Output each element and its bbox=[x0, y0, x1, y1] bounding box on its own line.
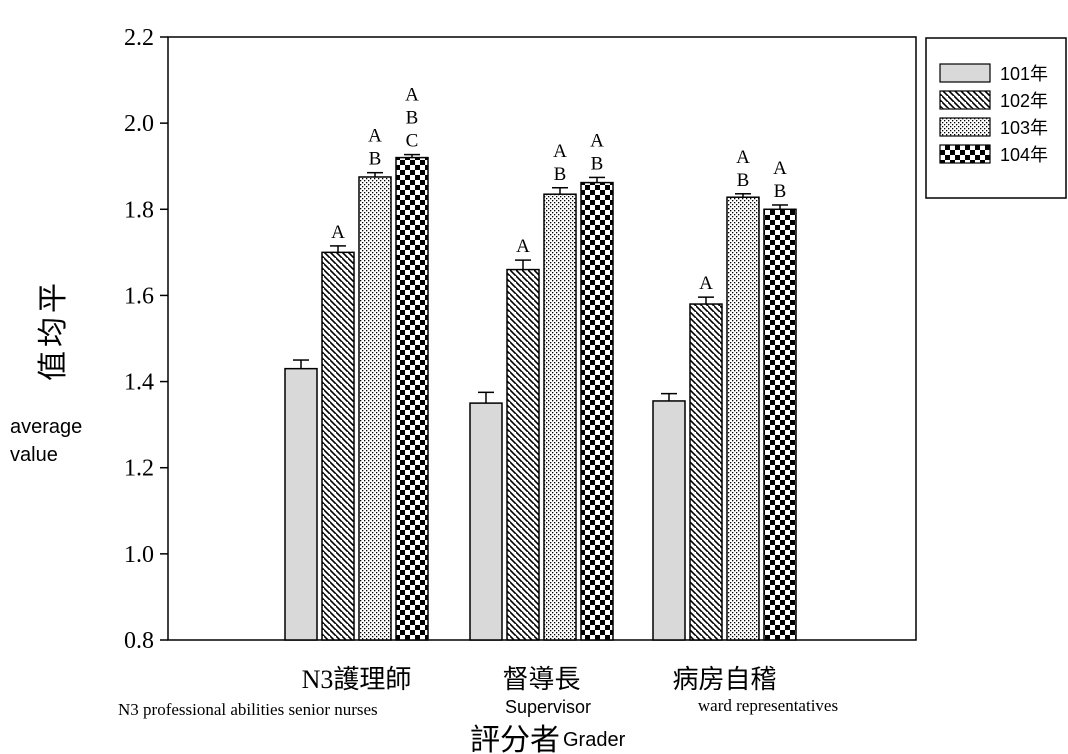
bar bbox=[652, 400, 686, 641]
y-tick-label: 2.0 bbox=[124, 111, 154, 137]
legend-swatch bbox=[939, 63, 991, 83]
significance-letter: B bbox=[554, 164, 567, 185]
y-axis-label-en-line1: average bbox=[10, 416, 82, 438]
x-tick-note: ward representatives bbox=[698, 696, 838, 715]
x-tick-label: 督導長 bbox=[502, 665, 580, 694]
significance-letter: A bbox=[405, 85, 419, 106]
bar bbox=[321, 251, 355, 641]
y-tick-label: 1.0 bbox=[124, 542, 154, 568]
bar bbox=[395, 156, 429, 641]
bar bbox=[726, 196, 760, 641]
y-tick-label: 0.8 bbox=[124, 628, 154, 654]
significance-letter: A bbox=[736, 147, 750, 168]
bar bbox=[763, 208, 797, 641]
significance-letter: B bbox=[406, 108, 419, 129]
legend-label: 101年 bbox=[1000, 64, 1048, 84]
bar bbox=[543, 193, 577, 641]
y-tick-label: 1.4 bbox=[124, 370, 154, 396]
legend-swatch bbox=[939, 90, 991, 110]
significance-letter: A bbox=[773, 158, 787, 179]
significance-letter: A bbox=[331, 222, 345, 243]
y-axis-label-en-line2: value bbox=[10, 444, 58, 466]
significance-letter: A bbox=[553, 141, 567, 162]
y-tick-label: 1.6 bbox=[124, 283, 154, 309]
significance-letter: A bbox=[368, 126, 382, 147]
bar bbox=[506, 268, 540, 641]
significance-letter: B bbox=[591, 153, 604, 174]
x-axis-label-en: Grader bbox=[563, 729, 626, 751]
significance-letter: A bbox=[516, 236, 530, 257]
y-tick-label: 1.2 bbox=[124, 456, 154, 482]
y-tick-label: 2.2 bbox=[124, 25, 154, 51]
significance-letter: A bbox=[590, 130, 604, 151]
legend-label: 104年 bbox=[1000, 145, 1048, 165]
legend-label: 103年 bbox=[1000, 118, 1048, 138]
bar bbox=[580, 181, 614, 641]
bar bbox=[689, 303, 723, 641]
legend-label: 102年 bbox=[1000, 91, 1048, 111]
significance-letter: C bbox=[406, 131, 419, 152]
legend: 101年 102年 103年 104年 bbox=[925, 37, 1067, 199]
y-axis-label: 平均值 bbox=[37, 283, 70, 381]
bar bbox=[284, 367, 318, 641]
x-axis-label: 評分者 bbox=[470, 724, 560, 754]
plot-frame bbox=[167, 36, 917, 641]
x-tick-label: N3護理師 bbox=[302, 665, 412, 694]
legend-swatch bbox=[939, 144, 991, 164]
x-tick-label: 病房自稽 bbox=[672, 665, 776, 694]
significance-letter: B bbox=[369, 149, 382, 170]
significance-letter: B bbox=[737, 170, 750, 191]
x-tick-note: N3 professional abilities senior nurses bbox=[118, 700, 378, 719]
significance-letter: A bbox=[699, 273, 713, 294]
svg-text:平均值: 平均值 bbox=[37, 283, 70, 381]
legend-swatch bbox=[939, 117, 991, 137]
bar bbox=[469, 402, 503, 641]
x-tick-note: Supervisor bbox=[505, 697, 591, 717]
bar bbox=[358, 176, 392, 641]
y-tick-label: 1.8 bbox=[124, 197, 154, 223]
significance-letter: B bbox=[774, 181, 787, 202]
